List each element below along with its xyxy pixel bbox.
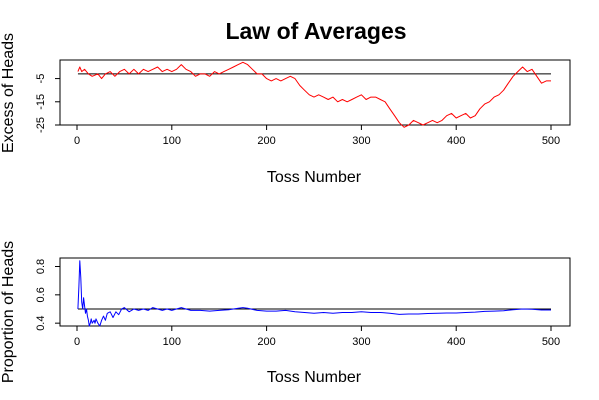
excess-plot-frame [59, 59, 571, 126]
excess-y-tick-label: -25 [35, 117, 47, 133]
excess-x-ticks: 0 100 200 300 400 500 [74, 125, 560, 147]
proportion-series [77, 260, 551, 327]
proportion-x-tick-label: 200 [257, 336, 275, 348]
proportion-plot-frame [59, 257, 571, 327]
excess-x-tick-label: 300 [352, 135, 370, 147]
excess-series-line [77, 61, 551, 128]
proportion-y-ticks: 0.4 0.6 0.8 [35, 259, 60, 331]
proportion-x-tick-label: 400 [447, 336, 465, 348]
excess-x-tick-label: 200 [257, 135, 275, 147]
proportion-x-tick-label: 300 [352, 336, 370, 348]
excess-x-tick-label: 100 [163, 135, 181, 147]
excess-x-tick-label: 0 [74, 135, 80, 147]
proportion-x-ticks: 0 100 200 300 400 500 [74, 326, 560, 348]
chart-title: Law of Averages [225, 18, 406, 44]
excess-x-tick-label: 500 [542, 135, 560, 147]
excess-y-ticks: -5 -15 -25 [35, 74, 60, 133]
excess-x-tick-label: 400 [447, 135, 465, 147]
excess-y-axis-label: Excess of Heads [0, 33, 17, 153]
proportion-y-tick-label: 0.6 [35, 287, 47, 302]
excess-series [77, 61, 551, 128]
proportion-x-tick-label: 0 [74, 336, 80, 348]
proportion-series-line [77, 260, 551, 327]
excess-x-axis-label: Toss Number [267, 169, 362, 186]
excess-of-heads-panel: Excess of Heads Toss Number 0 100 200 300 40… [0, 33, 571, 186]
proportion-x-axis-label: Toss Number [267, 369, 362, 386]
proportion-y-tick-label: 0.4 [35, 316, 47, 331]
proportion-y-tick-label: 0.8 [35, 259, 47, 274]
proportion-of-heads-panel: Proportion of Heads Toss Number 0 100 200 3… [0, 241, 571, 386]
proportion-x-tick-label: 100 [163, 336, 181, 348]
proportion-x-tick-label: 500 [542, 336, 560, 348]
proportion-y-axis-label: Proportion of Heads [0, 241, 17, 383]
excess-y-tick-label: -15 [35, 94, 47, 110]
excess-y-tick-label: -5 [35, 74, 47, 84]
